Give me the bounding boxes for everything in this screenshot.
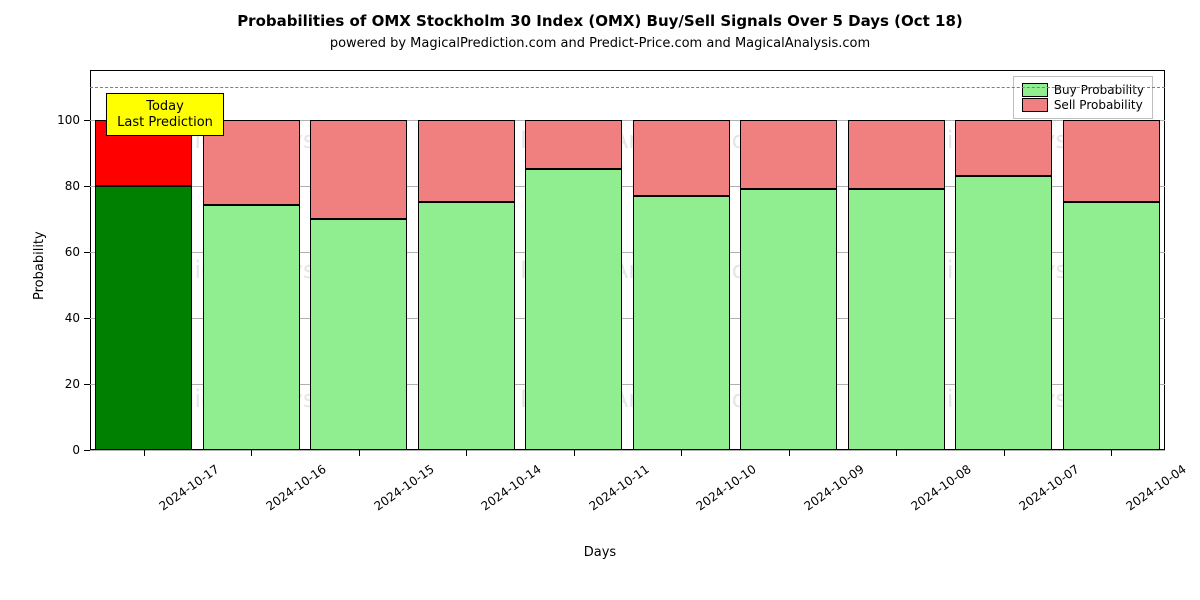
bar-buy bbox=[1063, 202, 1160, 450]
x-tick bbox=[574, 450, 575, 456]
bar-sell bbox=[310, 120, 407, 219]
legend-swatch bbox=[1022, 98, 1048, 112]
bar-buy bbox=[848, 189, 945, 450]
y-tick-label: 60 bbox=[46, 245, 80, 259]
y-tick bbox=[84, 384, 90, 385]
y-tick-label: 20 bbox=[46, 377, 80, 391]
x-tick-label: 2024-10-08 bbox=[909, 462, 974, 513]
x-tick-label: 2024-10-09 bbox=[801, 462, 866, 513]
bar-buy bbox=[310, 219, 407, 450]
y-axis-label: Probability bbox=[32, 231, 47, 300]
x-tick bbox=[681, 450, 682, 456]
x-tick bbox=[896, 450, 897, 456]
chart-title: Probabilities of OMX Stockholm 30 Index … bbox=[0, 12, 1200, 30]
y-tick bbox=[84, 318, 90, 319]
bar-sell bbox=[955, 120, 1052, 176]
bar-buy bbox=[633, 196, 730, 450]
x-tick bbox=[1111, 450, 1112, 456]
y-tick-label: 80 bbox=[46, 179, 80, 193]
bar-sell bbox=[1063, 120, 1160, 203]
bar-buy bbox=[95, 186, 192, 450]
bar-sell bbox=[525, 120, 622, 170]
bar-sell bbox=[633, 120, 730, 196]
x-tick bbox=[789, 450, 790, 456]
bar-buy bbox=[740, 189, 837, 450]
x-tick-label: 2024-10-07 bbox=[1016, 462, 1081, 513]
annotation-line-1: Today bbox=[117, 99, 213, 115]
x-tick-label: 2024-10-16 bbox=[264, 462, 329, 513]
x-tick bbox=[251, 450, 252, 456]
chart-subtitle: powered by MagicalPrediction.com and Pre… bbox=[0, 36, 1200, 51]
bar-buy bbox=[955, 176, 1052, 450]
legend-swatch bbox=[1022, 83, 1048, 97]
legend: Buy ProbabilitySell Probability bbox=[1013, 76, 1153, 119]
y-tick-label: 40 bbox=[46, 311, 80, 325]
x-tick-label: 2024-10-17 bbox=[156, 462, 221, 513]
chart-container: Probabilities of OMX Stockholm 30 Index … bbox=[0, 0, 1200, 600]
bar-sell bbox=[848, 120, 945, 189]
y-tick-label: 100 bbox=[46, 113, 80, 127]
today-annotation: TodayLast Prediction bbox=[106, 93, 224, 136]
annotation-line-2: Last Prediction bbox=[117, 115, 213, 131]
y-tick bbox=[84, 186, 90, 187]
x-tick-label: 2024-10-10 bbox=[694, 462, 759, 513]
legend-label: Sell Probability bbox=[1054, 98, 1143, 112]
x-tick bbox=[1004, 450, 1005, 456]
bar-buy bbox=[525, 169, 622, 450]
bar-buy bbox=[418, 202, 515, 450]
target-line bbox=[90, 87, 1165, 88]
y-tick bbox=[84, 120, 90, 121]
y-tick bbox=[84, 450, 90, 451]
x-tick bbox=[144, 450, 145, 456]
x-tick-label: 2024-10-14 bbox=[479, 462, 544, 513]
x-tick-label: 2024-10-11 bbox=[586, 462, 651, 513]
bar-sell bbox=[740, 120, 837, 189]
x-tick bbox=[466, 450, 467, 456]
legend-item: Sell Probability bbox=[1022, 98, 1144, 112]
legend-label: Buy Probability bbox=[1054, 83, 1144, 97]
x-axis-label: Days bbox=[0, 545, 1200, 560]
x-tick bbox=[359, 450, 360, 456]
bar-sell bbox=[418, 120, 515, 203]
bar-buy bbox=[203, 205, 300, 450]
x-tick-label: 2024-10-15 bbox=[371, 462, 436, 513]
y-tick-label: 0 bbox=[46, 443, 80, 457]
legend-item: Buy Probability bbox=[1022, 83, 1144, 97]
x-tick-label: 2024-10-04 bbox=[1124, 462, 1189, 513]
y-tick bbox=[84, 252, 90, 253]
